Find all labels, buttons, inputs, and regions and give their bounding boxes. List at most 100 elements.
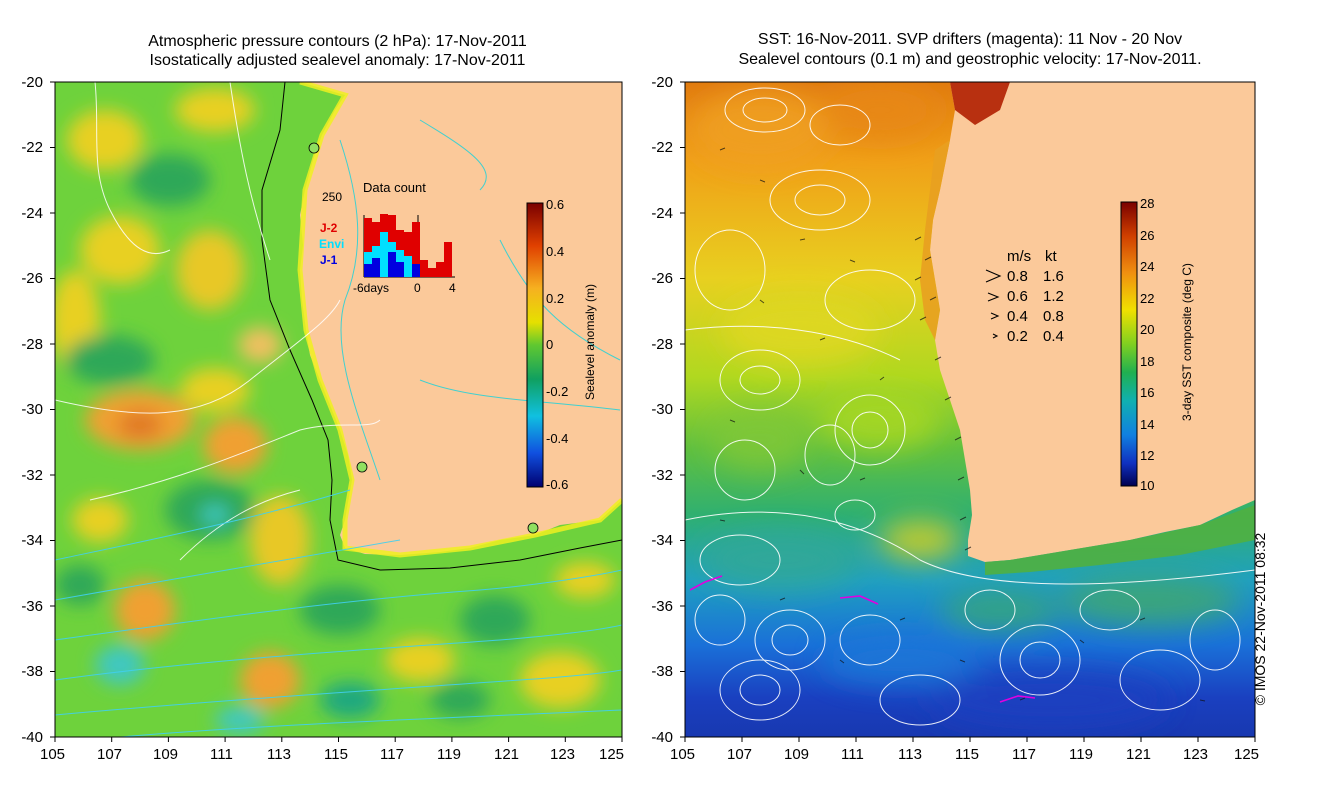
sst-colorbar-tick: 22 bbox=[1140, 291, 1155, 306]
sst-colorbar-tick: 16 bbox=[1140, 385, 1155, 400]
left-y-tick: -32 bbox=[21, 467, 43, 484]
right-x-tick: 105 bbox=[670, 746, 696, 763]
sst-colorbar-tick: 18 bbox=[1140, 354, 1155, 369]
inset-ymax: 250 bbox=[322, 190, 343, 204]
hist-bar bbox=[372, 258, 380, 277]
ssa-colorbar-tick: 0.2 bbox=[546, 291, 565, 306]
hist-bar bbox=[420, 260, 428, 277]
ssa-colorbar-tick: -0.4 bbox=[546, 431, 569, 446]
sst-colorbar-label: 3-day SST composite (deg C) bbox=[1180, 263, 1194, 421]
sst-colorbar-tick: 28 bbox=[1140, 196, 1155, 211]
left-x-tick: 113 bbox=[267, 746, 291, 763]
inset-title: Data count bbox=[363, 180, 426, 195]
sst-colorbar bbox=[1120, 201, 1138, 487]
left-x-tick: 121 bbox=[494, 746, 520, 763]
left-x-tick: 115 bbox=[324, 746, 348, 763]
left-axis-ticks bbox=[50, 81, 623, 742]
hist-bar bbox=[428, 268, 436, 277]
ssa-anomaly-blobs bbox=[55, 88, 615, 734]
left-y-tick: -22 bbox=[21, 139, 43, 156]
ssa-colorbar-tick: 0 bbox=[546, 337, 554, 352]
right-title-line1: SST: 16-Nov-2011. SVP drifters (magenta)… bbox=[757, 31, 1183, 48]
data-count-inset bbox=[363, 214, 455, 278]
right-x-tick: 119 bbox=[1069, 746, 1093, 763]
inset-xtick: 4 bbox=[449, 281, 456, 295]
sst-colorbar-tick: 10 bbox=[1140, 478, 1155, 493]
left-x-tick: 125 bbox=[599, 746, 625, 763]
left-y-tick: -34 bbox=[21, 532, 43, 549]
velocity-legend-ms: 0.6 bbox=[1007, 288, 1028, 305]
left-y-tick: -36 bbox=[21, 598, 43, 615]
sst-colorbar-tick: 24 bbox=[1140, 259, 1155, 274]
inset-legend-j1: J-1 bbox=[320, 253, 338, 267]
hist-bar bbox=[436, 262, 444, 277]
left-y-tick: -30 bbox=[21, 401, 43, 418]
right-x-tick: 111 bbox=[841, 746, 864, 763]
sst-colorbar-tick: 14 bbox=[1140, 417, 1155, 432]
left-y-tick: -24 bbox=[21, 205, 43, 222]
velocity-legend-header-kt: kt bbox=[1045, 248, 1057, 265]
left-x-tick: 117 bbox=[380, 746, 404, 763]
right-x-tick: 109 bbox=[784, 746, 810, 763]
left-x-tick: 111 bbox=[210, 746, 233, 763]
right-x-tick: 107 bbox=[727, 746, 753, 763]
sst-colorbar-tick: 26 bbox=[1140, 228, 1155, 243]
left-y-tick: -38 bbox=[21, 663, 43, 680]
hist-bar bbox=[364, 218, 372, 277]
left-x-tick: 123 bbox=[550, 746, 576, 763]
hist-bar bbox=[364, 264, 372, 277]
right-y-tick: -20 bbox=[651, 74, 673, 91]
hist-bar bbox=[404, 232, 412, 277]
right-x-tick: 123 bbox=[1183, 746, 1209, 763]
ssa-colorbar-tick: -0.6 bbox=[546, 477, 569, 492]
left-x-tick: 109 bbox=[153, 746, 179, 763]
velocity-arrows bbox=[719, 147, 1206, 702]
left-x-tick: 119 bbox=[437, 746, 461, 763]
right-y-tick: -26 bbox=[651, 270, 673, 287]
right-y-tick: -22 bbox=[651, 139, 673, 156]
left-y-tick: -28 bbox=[21, 336, 43, 353]
hist-bar bbox=[396, 262, 404, 277]
hist-bar bbox=[412, 222, 420, 277]
inset-xtick: -6days bbox=[353, 281, 390, 295]
hist-bar bbox=[444, 242, 452, 277]
right-y-tick: -34 bbox=[651, 532, 673, 549]
right-x-tick: 113 bbox=[898, 746, 922, 763]
inset-xtick: 0 bbox=[414, 281, 421, 295]
left-title-line1: Atmospheric pressure contours (2 hPa): 1… bbox=[148, 33, 527, 50]
velocity-legend-kt: 1.6 bbox=[1043, 268, 1064, 285]
velocity-legend-kt: 0.8 bbox=[1043, 308, 1064, 325]
right-x-tick: 125 bbox=[1234, 746, 1260, 763]
left-y-tick: -26 bbox=[21, 270, 43, 287]
inset-legend-j2: J-2 bbox=[320, 221, 338, 235]
left-y-tick: -20 bbox=[21, 74, 43, 91]
hist-bar bbox=[388, 252, 396, 277]
right-sst-map bbox=[685, 82, 1255, 737]
left-title-line2: Isostatically adjusted sealevel anomaly:… bbox=[149, 52, 526, 69]
hist-bar bbox=[404, 256, 412, 277]
velocity-legend-arrows bbox=[985, 269, 1002, 339]
right-y-tick: -32 bbox=[651, 467, 673, 484]
velocity-legend-ms: 0.2 bbox=[1007, 328, 1028, 345]
right-land-australia bbox=[930, 82, 1255, 562]
pressure-contours-white bbox=[55, 82, 381, 561]
sealevel-contours bbox=[685, 87, 1255, 726]
ssa-colorbar-label: Sealevel anomaly (m) bbox=[583, 283, 597, 401]
right-y-tick: -38 bbox=[651, 663, 673, 680]
ssa-colorbar-tick: -0.2 bbox=[546, 384, 569, 399]
right-y-tick: -30 bbox=[651, 401, 673, 418]
right-x-tick: 115 bbox=[955, 746, 979, 763]
velocity-legend-ms: 0.8 bbox=[1007, 268, 1028, 285]
hist-bar bbox=[412, 264, 420, 277]
right-axis-ticks bbox=[680, 81, 1256, 742]
velocity-legend-header-ms: m/s bbox=[1007, 248, 1032, 265]
left-x-tick: 105 bbox=[40, 746, 66, 763]
inset-legend-envi: Envi bbox=[319, 237, 345, 251]
velocity-legend-kt: 1.2 bbox=[1043, 288, 1064, 305]
imos-credit: © IMOS 22-Nov-2011 08:32 bbox=[1252, 532, 1268, 706]
hist-bar bbox=[380, 232, 388, 277]
sst-colorbar-tick: 20 bbox=[1140, 322, 1155, 337]
ssa-colorbar-tick: 0.4 bbox=[546, 244, 565, 259]
sst-colorbar-tick: 12 bbox=[1140, 448, 1155, 463]
